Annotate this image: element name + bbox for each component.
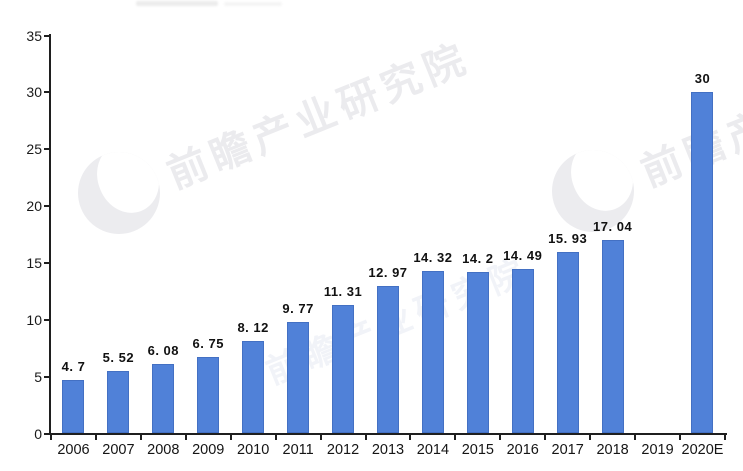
bar-value-label: 14. 32	[413, 249, 453, 265]
x-axis	[49, 433, 727, 435]
y-tick-mark	[44, 432, 50, 435]
bar	[242, 341, 265, 434]
y-tick-label: 35	[26, 27, 42, 44]
y-tick-label: 10	[26, 311, 42, 328]
bar	[107, 370, 130, 434]
x-tick-mark	[229, 433, 232, 440]
bar-value-label: 9. 77	[282, 301, 314, 317]
y-tick-mark	[44, 34, 50, 37]
bar	[511, 268, 534, 434]
x-tick-label: 2018	[596, 441, 629, 458]
bar	[376, 286, 399, 434]
x-tick-label: 2006	[57, 441, 90, 458]
bar-value-label: 6. 75	[192, 335, 224, 351]
bar	[152, 364, 175, 434]
x-tick-label: 2011	[282, 441, 314, 458]
bar	[556, 252, 579, 434]
x-tick-label: 2010	[237, 441, 270, 458]
bar	[691, 92, 714, 434]
y-axis	[49, 34, 51, 435]
bar	[332, 304, 355, 434]
cropped-title-remnant	[136, 1, 218, 6]
y-tick-mark	[44, 205, 50, 208]
y-tick-mark	[44, 261, 50, 264]
y-tick-mark	[44, 375, 50, 378]
y-tick-label: 20	[26, 198, 42, 215]
x-tick-mark	[274, 433, 277, 440]
x-tick-mark	[184, 433, 187, 440]
bar	[421, 270, 444, 434]
bar	[197, 356, 220, 434]
y-tick-mark	[44, 318, 50, 321]
x-tick-label: 2016	[506, 441, 539, 458]
x-tick-mark	[723, 433, 726, 440]
bar-value-label: 8. 12	[237, 320, 269, 336]
y-tick-mark	[44, 148, 50, 151]
bar-value-label: 14. 2	[462, 251, 494, 267]
x-tick-mark	[589, 433, 592, 440]
x-tick-mark	[139, 433, 142, 440]
cropped-title-remnant	[224, 2, 282, 6]
x-tick-label: 2007	[102, 441, 135, 458]
x-tick-label: 2012	[326, 441, 360, 458]
bar	[601, 239, 624, 434]
x-tick-mark	[409, 433, 412, 440]
x-tick-label: 2015	[461, 441, 494, 458]
x-tick-label: 2013	[371, 441, 405, 458]
bar	[287, 322, 310, 434]
bar-value-label: 14. 49	[503, 247, 543, 263]
y-tick-label: 25	[26, 141, 42, 158]
x-tick-mark	[50, 433, 52, 440]
x-tick-label: 2019	[641, 441, 674, 458]
y-tick-label: 0	[34, 425, 42, 442]
bar	[62, 380, 85, 434]
x-tick-label: 2014	[416, 441, 450, 458]
bar-value-label: 4. 7	[61, 359, 86, 375]
x-tick-label: 2008	[147, 441, 180, 458]
x-tick-label: 2020E	[681, 441, 724, 458]
bar-value-label: 12. 97	[368, 265, 408, 281]
bar-value-label: 30	[694, 71, 711, 87]
x-tick-mark	[679, 433, 682, 440]
x-tick-label: 2017	[551, 441, 584, 458]
bar-value-label: 17. 04	[593, 218, 633, 234]
x-tick-mark	[94, 433, 97, 440]
y-tick-label: 30	[26, 84, 42, 101]
y-tick-label: 5	[34, 368, 42, 385]
x-tick-mark	[634, 433, 637, 440]
y-tick-label: 15	[26, 254, 42, 271]
bar-value-label: 11. 31	[323, 283, 363, 299]
bar-value-label: 5. 52	[102, 349, 135, 365]
x-tick-mark	[454, 433, 457, 440]
x-tick-mark	[544, 433, 547, 440]
x-tick-mark	[499, 433, 502, 440]
x-tick-mark	[364, 433, 367, 440]
y-tick-mark	[44, 91, 50, 94]
x-tick-mark	[319, 433, 322, 440]
bar-value-label: 6. 08	[147, 343, 180, 359]
bar	[466, 272, 489, 434]
x-tick-label: 2009	[192, 441, 225, 458]
